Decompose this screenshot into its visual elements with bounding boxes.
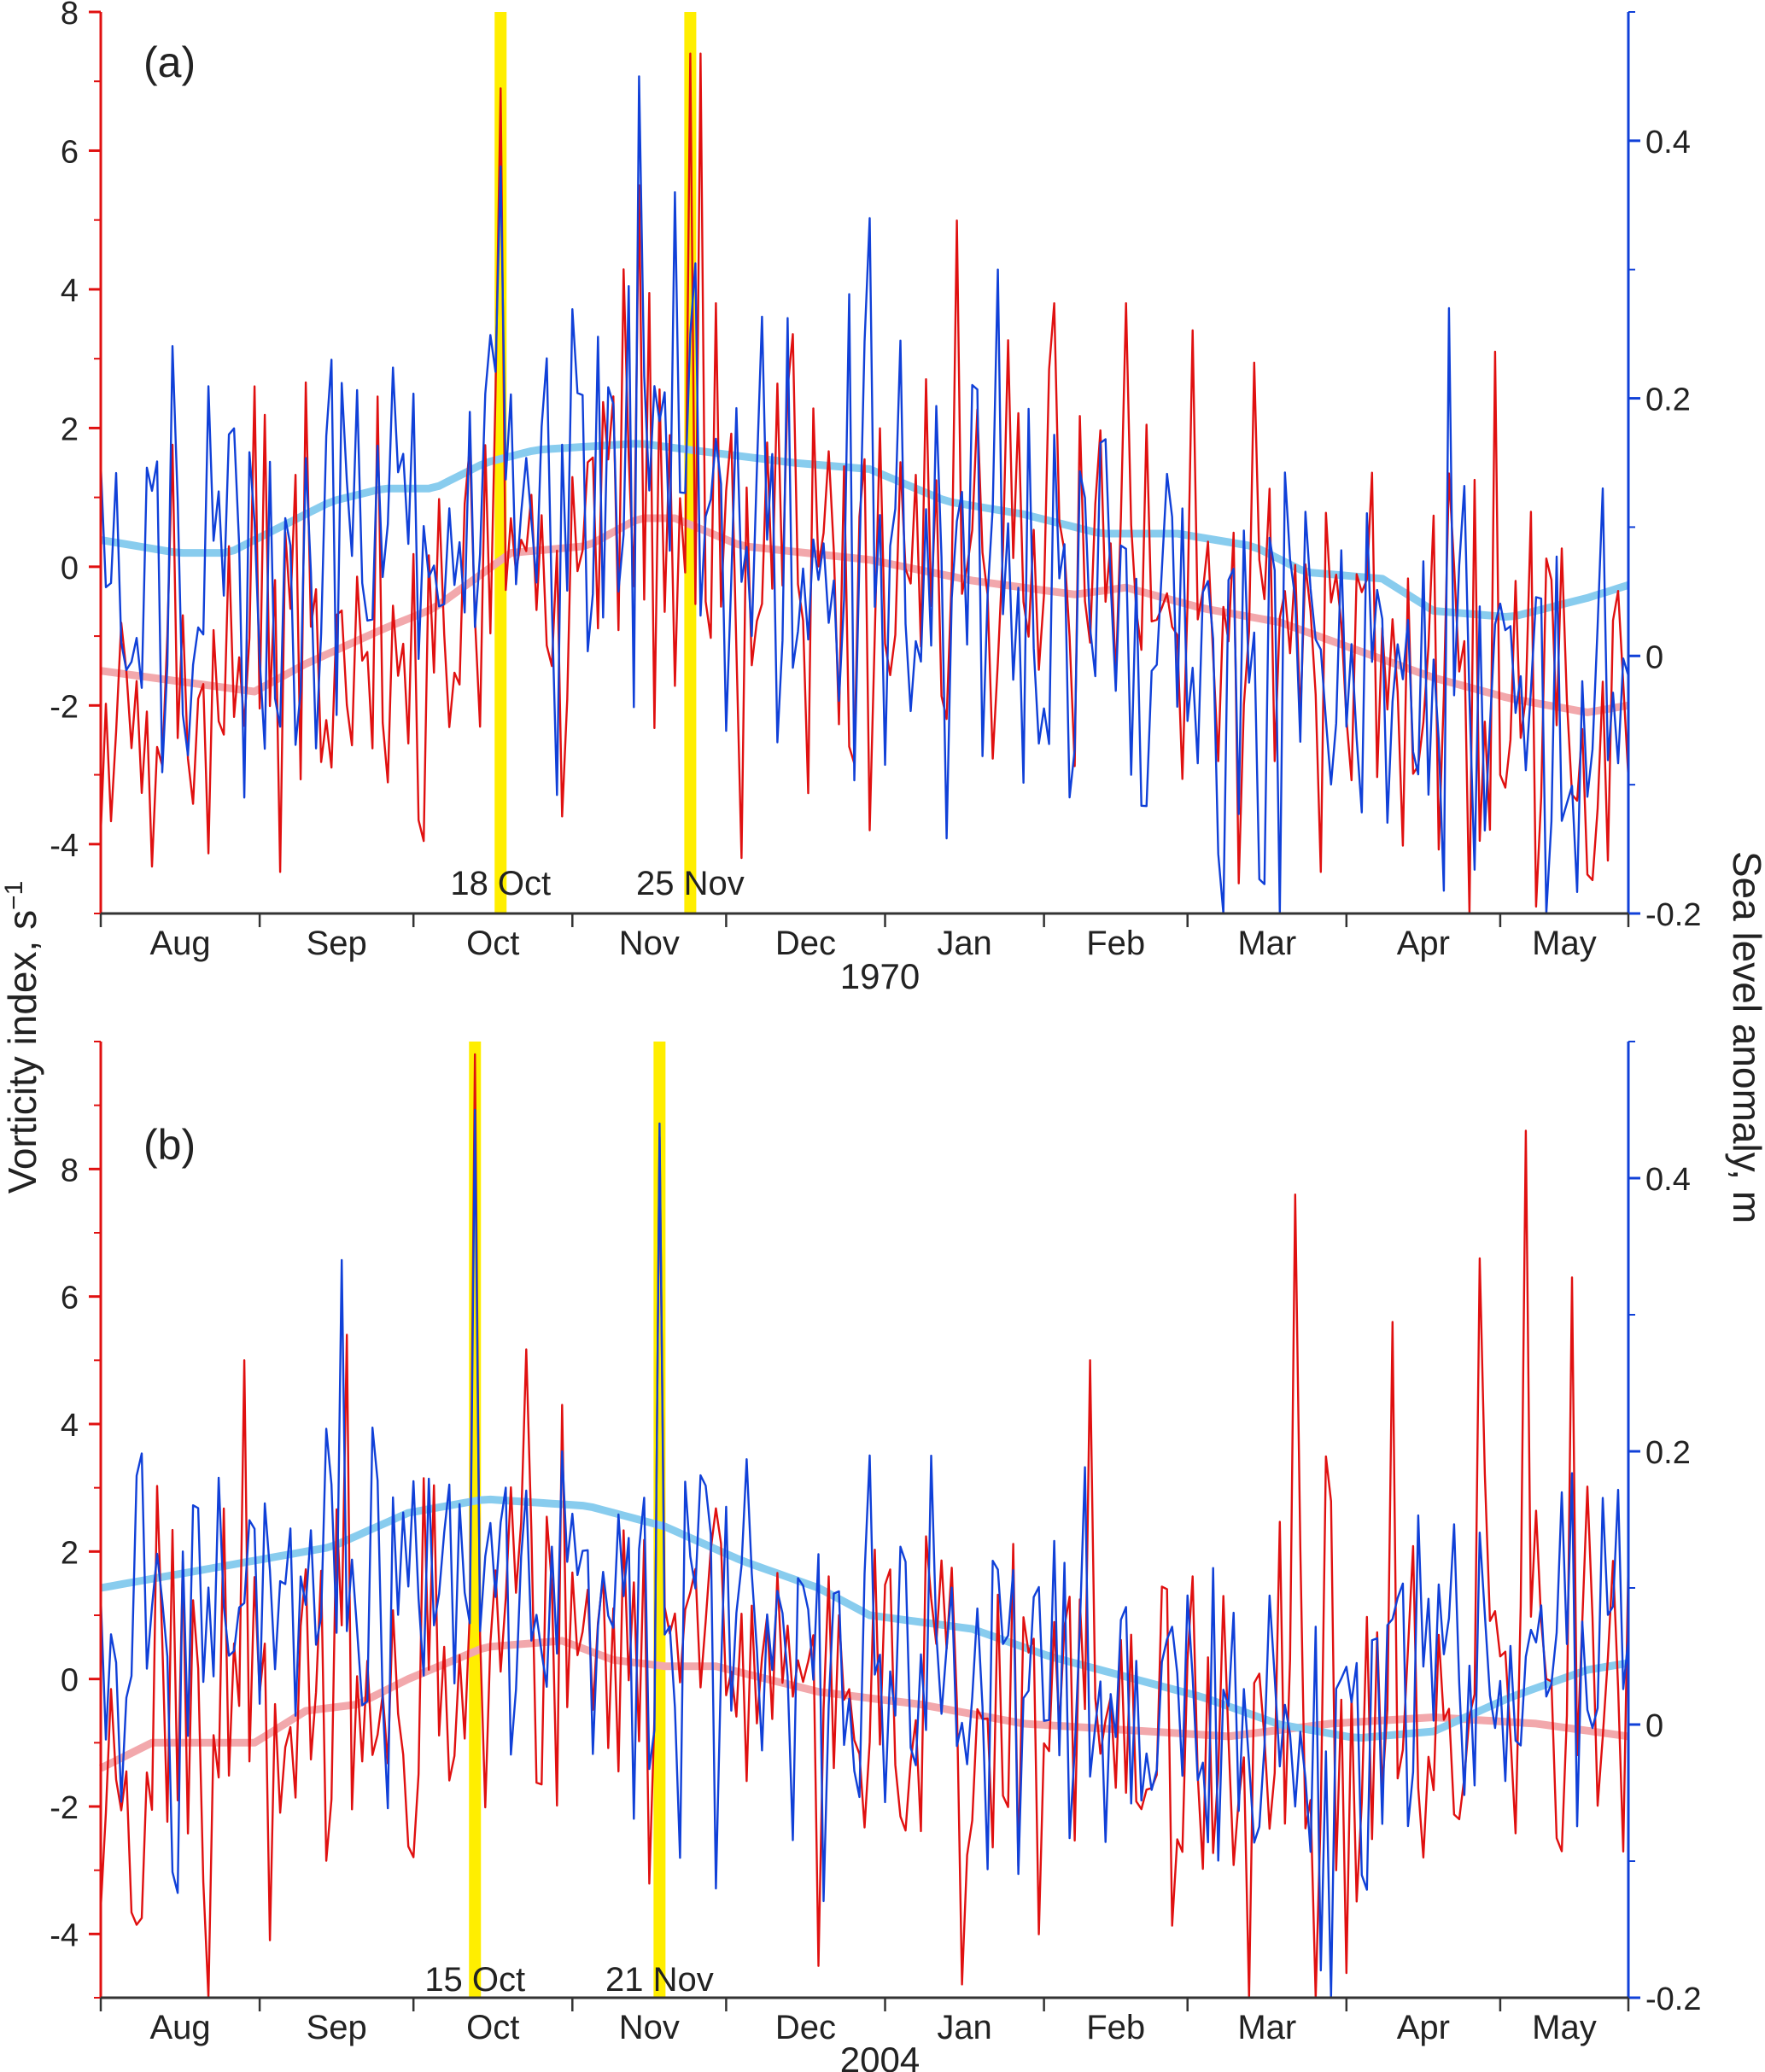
left-tick-label: -2 xyxy=(50,1790,79,1826)
vorticity-smoothed-line xyxy=(100,514,1629,716)
event-band xyxy=(684,12,697,913)
margin-mask-left xyxy=(0,1007,99,2032)
left-tick-label: 4 xyxy=(61,273,79,309)
left-tick-label: -4 xyxy=(50,828,79,864)
y-axis-left-label-superscript: −1 xyxy=(0,881,28,910)
vorticity-line xyxy=(99,52,1630,915)
event-label: 15 Oct xyxy=(424,1961,525,1999)
left-tick-label: 2 xyxy=(61,411,79,447)
month-label: Nov xyxy=(619,925,680,962)
sea-level-line xyxy=(99,1108,1630,1999)
month-label: Oct xyxy=(466,2009,519,2046)
panel-b: 15 Oct 21 Nov -4 -2 0 2 4 6 8 -0.2 0 0.2 0.4 Aug Sep Oc… xyxy=(0,1007,1701,2072)
right-tick-label: -0.2 xyxy=(1645,897,1701,933)
left-tick-label: 6 xyxy=(61,1281,79,1316)
left-tick-label: 0 xyxy=(61,1663,79,1699)
month-label: Sep xyxy=(307,925,367,962)
left-tick-label: 0 xyxy=(61,551,79,587)
panel-label: (a) xyxy=(143,38,196,86)
left-tick-label: 4 xyxy=(61,1408,79,1444)
month-label: Mar xyxy=(1237,2009,1296,2046)
left-tick-label: 2 xyxy=(61,1535,79,1571)
right-tick-label: 0.2 xyxy=(1645,382,1691,418)
event-label: 25 Nov xyxy=(636,865,745,902)
panel-label: (b) xyxy=(143,1121,196,1169)
month-label: May xyxy=(1532,2009,1597,2046)
month-label: Dec xyxy=(775,925,836,962)
event-band xyxy=(653,1042,666,1998)
year-label: 1970 xyxy=(840,956,920,996)
left-tick-label: -4 xyxy=(50,1917,79,1953)
event-label: 21 Nov xyxy=(605,1961,714,1999)
left-tick-label: -2 xyxy=(50,689,79,725)
month-label: Feb xyxy=(1086,2009,1145,2046)
left-tick-label: 8 xyxy=(61,1153,79,1188)
margin-mask-left xyxy=(0,0,99,948)
right-tick-label: 0 xyxy=(1645,639,1663,675)
right-tick-label: -0.2 xyxy=(1645,1982,1701,2017)
month-label: Mar xyxy=(1237,925,1296,962)
month-label: Feb xyxy=(1086,925,1145,962)
month-label: Nov xyxy=(619,2009,680,2046)
y-axis-right-label: Sea level anomaly, m xyxy=(1725,851,1765,1223)
event-label: 18 Oct xyxy=(450,865,551,902)
left-tick-label: 8 xyxy=(61,0,79,32)
month-label: Sep xyxy=(307,2009,367,2046)
month-label: Dec xyxy=(775,2009,836,2046)
month-label: Jan xyxy=(937,2009,992,2046)
left-tick-label: 6 xyxy=(61,134,79,170)
right-tick-label: 0.4 xyxy=(1645,125,1691,161)
month-label: Jan xyxy=(937,925,992,962)
right-tick-label: 0 xyxy=(1645,1708,1663,1744)
right-tick-label: 0.4 xyxy=(1645,1162,1691,1198)
panel-a: 18 Oct 25 Nov -4 -2 0 2 4 6 8 -0.2 0 0.2 0.4 Aug Sep Oc… xyxy=(0,0,1701,996)
vorticity-smoothed-line xyxy=(98,1637,1629,1772)
sea-level-smoothed-line xyxy=(100,1495,1629,1742)
y-axis-left-label: Vorticity index, s−1 xyxy=(0,881,44,1194)
sea-level-line xyxy=(99,75,1630,915)
right-tick-label: 0.2 xyxy=(1645,1435,1691,1471)
month-label: May xyxy=(1532,925,1597,962)
month-label: Apr xyxy=(1397,925,1450,962)
month-label: Aug xyxy=(149,925,210,962)
year-label: 2004 xyxy=(840,2040,920,2072)
vorticity-line xyxy=(99,1053,1630,1999)
month-label: Aug xyxy=(149,2009,210,2046)
month-label: Oct xyxy=(466,925,519,962)
month-label: Apr xyxy=(1397,2009,1450,2046)
